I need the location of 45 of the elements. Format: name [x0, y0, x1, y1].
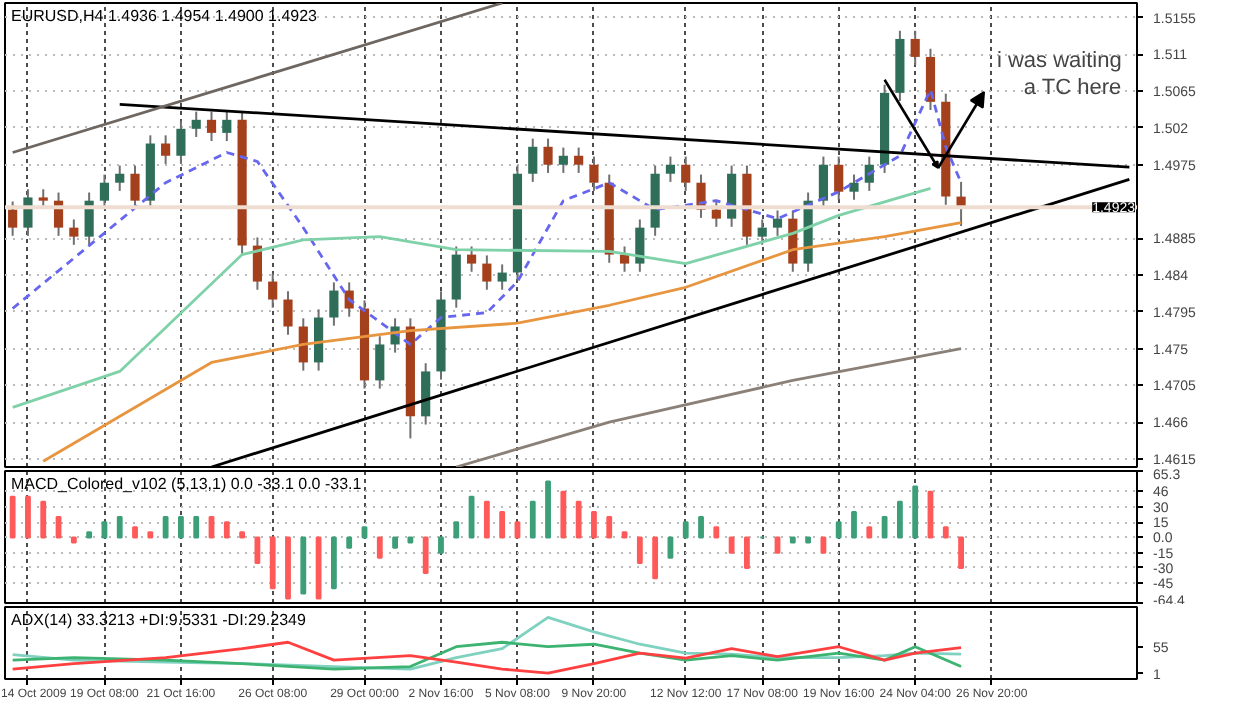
candlestick	[665, 155, 676, 183]
candlestick	[222, 110, 232, 143]
candlestick	[635, 218, 645, 273]
candlestick	[528, 137, 538, 183]
candlestick	[421, 362, 431, 426]
candlestick	[161, 134, 171, 165]
candlestick	[772, 209, 783, 237]
candlestick	[451, 245, 461, 309]
candlestick	[834, 155, 844, 201]
candlestick	[115, 164, 125, 192]
candlestick	[298, 317, 308, 372]
candlestick	[558, 146, 568, 174]
candlestick	[314, 308, 324, 372]
line-series	[41, 221, 963, 463]
candlestick	[268, 272, 278, 309]
candlestick	[329, 281, 339, 327]
chart-title: ADX(14) 33.3213 +DI:9.5331 -DI:29.2349	[11, 611, 307, 629]
candlestick	[543, 137, 553, 174]
line-series	[11, 616, 963, 671]
line-series	[11, 187, 932, 409]
candlestick	[191, 110, 201, 138]
candlestick	[466, 245, 477, 273]
candlestick	[574, 146, 584, 174]
candlestick	[482, 254, 492, 291]
candlestick	[681, 155, 691, 192]
candlestick	[176, 119, 186, 165]
candlestick	[130, 164, 140, 210]
candlestick	[283, 290, 293, 336]
candlestick	[375, 335, 385, 390]
candlestick	[589, 155, 599, 192]
candlestick	[206, 110, 217, 143]
candlestick	[8, 200, 18, 237]
candlestick	[619, 245, 630, 273]
candlestick	[69, 218, 79, 246]
chart-title: MACD_Colored_v102 (5,13,1) 0.0 -33.1 0.0 -33.1	[11, 475, 363, 493]
candlestick	[711, 200, 721, 228]
candlestick	[497, 263, 507, 291]
annotation: i was waiting a TC here	[996, 49, 1122, 100]
candlestick	[910, 29, 920, 67]
candlestick	[757, 218, 767, 246]
line-series	[454, 347, 963, 467]
chart-title: EURUSD,H4 1.4936 1.4954 1.4900 1.4923	[11, 7, 319, 25]
candlestick	[849, 173, 859, 201]
candlestick	[23, 188, 33, 237]
candlestick	[99, 173, 110, 210]
